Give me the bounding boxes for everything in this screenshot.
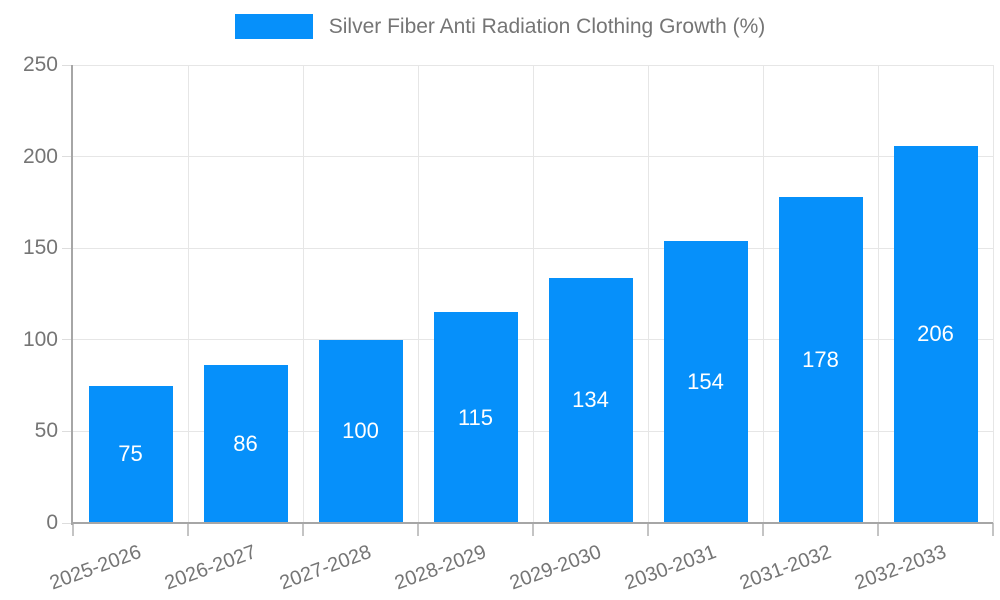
x-gridline — [647, 65, 649, 523]
y-axis-tick — [62, 430, 73, 432]
x-gridline — [877, 65, 879, 523]
bar-value-label: 134 — [572, 387, 609, 413]
x-axis-tick — [992, 523, 994, 536]
bar — [663, 240, 748, 523]
x-axis-category-label: 2026-2027 — [161, 541, 260, 595]
x-axis-tick — [302, 523, 304, 536]
x-gridline — [762, 65, 764, 523]
x-axis-category-label: 2032-2033 — [851, 541, 950, 595]
x-axis-tick — [647, 523, 649, 536]
x-axis-category-label: 2030-2031 — [621, 541, 720, 595]
bar — [893, 145, 978, 523]
bar — [203, 365, 288, 523]
legend-label: Silver Fiber Anti Radiation Clothing Gro… — [328, 14, 766, 38]
y-axis-tick-label: 0 — [46, 511, 58, 534]
bar — [548, 277, 633, 523]
bar-value-label: 75 — [118, 441, 143, 467]
x-axis-tick — [877, 523, 879, 536]
x-axis-tick — [72, 523, 74, 536]
bar-value-label: 86 — [233, 431, 258, 457]
bar — [88, 385, 173, 523]
y-axis-tick-label: 50 — [34, 419, 58, 443]
x-axis-tick — [762, 523, 764, 536]
bar-value-label: 154 — [687, 368, 724, 394]
y-axis-line — [71, 65, 73, 525]
x-gridline — [187, 65, 189, 523]
x-gridline — [992, 65, 994, 523]
x-axis-category-label: 2025-2026 — [46, 541, 145, 595]
x-axis-category-label: 2029-2030 — [506, 541, 605, 595]
y-axis-tick — [62, 247, 73, 249]
bar — [778, 196, 863, 523]
chart-legend: Silver Fiber Anti Radiation Clothing Gro… — [0, 14, 1000, 39]
x-gridline — [417, 65, 419, 523]
legend-swatch — [234, 14, 313, 39]
y-axis-tick-label: 150 — [22, 236, 58, 260]
x-gridline — [302, 65, 304, 523]
bar-value-label: 115 — [457, 404, 494, 430]
bar — [318, 339, 403, 523]
bar-value-label: 178 — [802, 346, 839, 372]
bar-value-label: 100 — [342, 418, 379, 444]
x-axis-line — [71, 522, 993, 524]
bar-value-label: 206 — [917, 321, 954, 347]
x-axis-category-label: 2027-2028 — [276, 541, 375, 595]
x-axis-category-label: 2028-2029 — [391, 541, 490, 595]
y-axis-tick — [62, 156, 73, 158]
y-axis-tick-label: 250 — [22, 53, 58, 76]
y-axis-tick — [62, 339, 73, 341]
y-axis-tick-label: 100 — [22, 327, 58, 351]
bar — [433, 312, 518, 523]
x-gridline — [532, 65, 534, 523]
x-axis-tick — [532, 523, 534, 536]
x-axis-tick — [417, 523, 419, 536]
y-axis-tick-label: 200 — [22, 144, 58, 168]
y-axis-tick — [62, 64, 73, 66]
y-axis-tick — [62, 522, 73, 524]
x-axis-category-label: 2031-2032 — [736, 541, 835, 595]
x-axis-tick — [187, 523, 189, 536]
